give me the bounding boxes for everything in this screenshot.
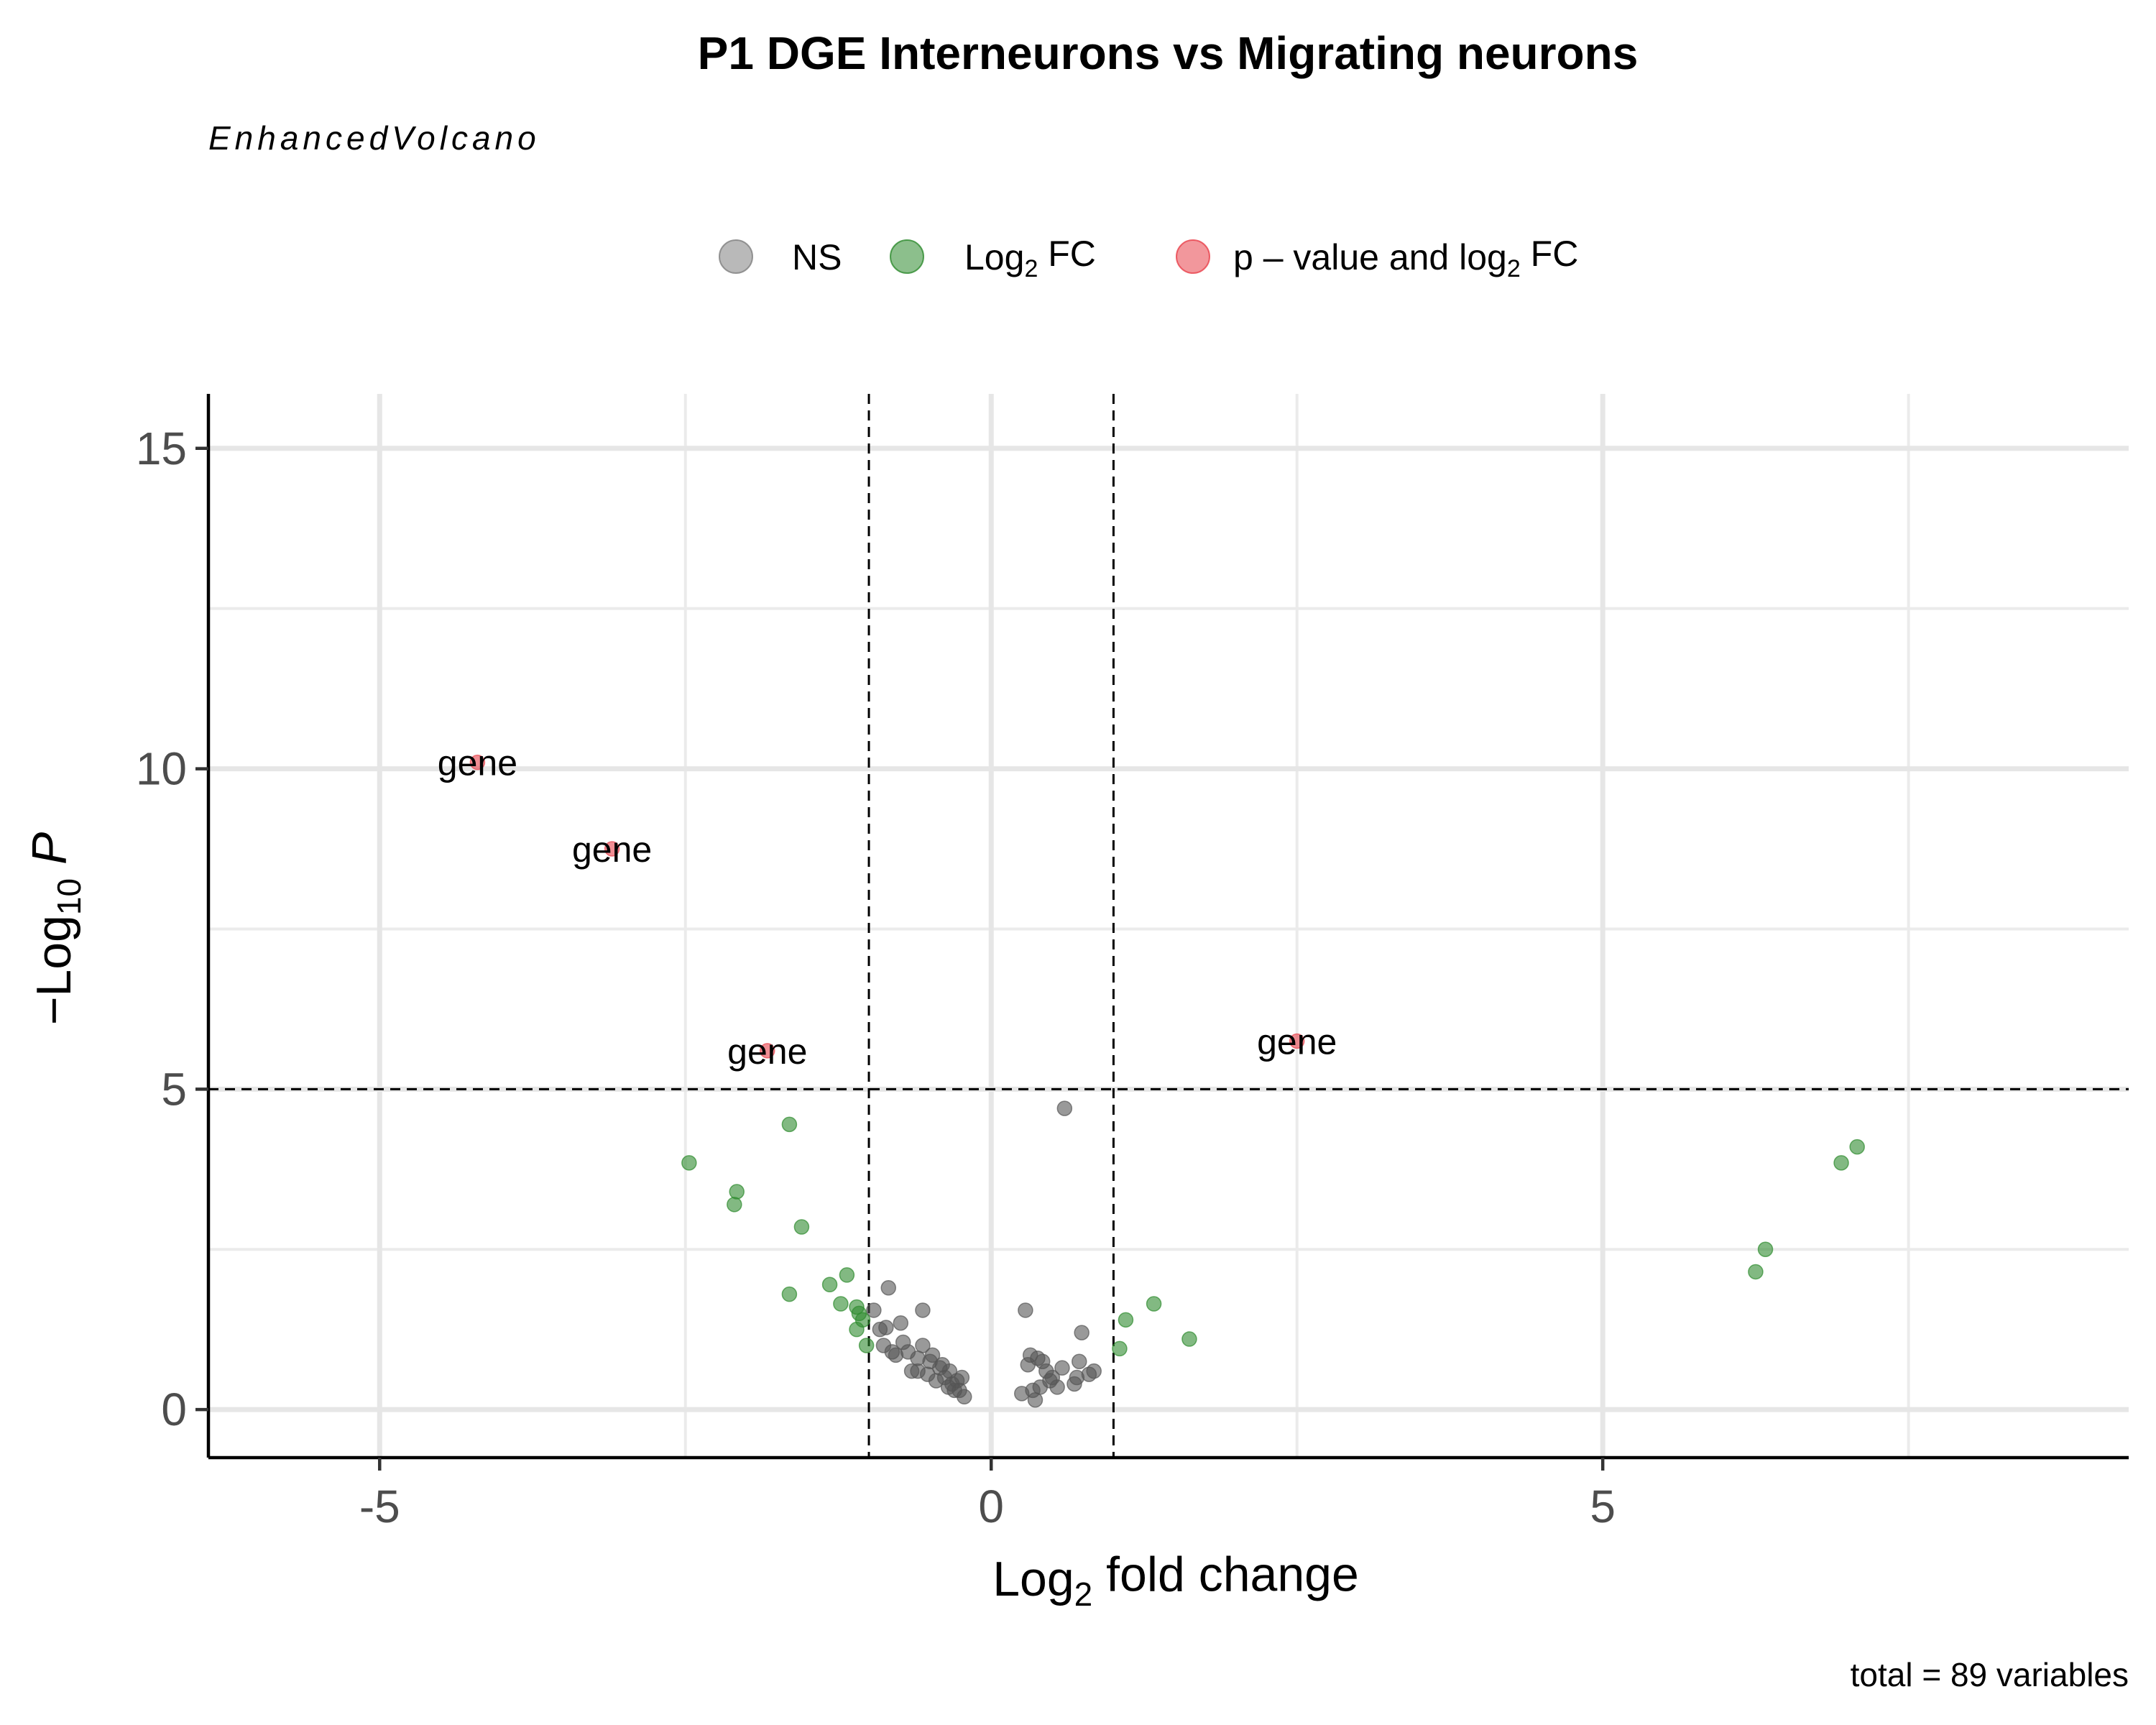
data-point-ns <box>957 1389 972 1405</box>
data-point-fc <box>858 1338 875 1353</box>
data-point-fc <box>833 1296 849 1312</box>
data-point-ns <box>1074 1325 1089 1340</box>
x-axis-title: Log2 fold change <box>992 1547 1359 1612</box>
chart-caption: total = 89 variables <box>1851 1656 2129 1693</box>
data-point-fc <box>1112 1340 1128 1357</box>
data-point-fc <box>1757 1241 1774 1257</box>
data-point-ns <box>1086 1363 1102 1379</box>
data-point-both <box>760 1043 775 1059</box>
data-point-ns <box>866 1302 882 1318</box>
x-tick-label: -5 <box>359 1481 400 1532</box>
data-point-ns <box>878 1320 894 1335</box>
legend-label-ns: NS <box>792 237 842 277</box>
data-point-ns <box>893 1315 909 1331</box>
legend-label-fc: Log2 FC <box>964 234 1096 282</box>
point-labels: gene gene gene gene <box>438 743 1337 1072</box>
data-point-ns <box>924 1347 941 1363</box>
data-point-both <box>469 754 486 770</box>
plot-axes: -5 0 5 0 5 10 15 <box>136 394 2129 1532</box>
plot-gridlines <box>208 394 2129 1458</box>
gene-label: gene <box>572 829 652 870</box>
data-point-fc <box>821 1276 838 1293</box>
data-point-fc <box>1146 1296 1162 1312</box>
data-point-ns <box>1054 1360 1070 1376</box>
chart-subtitle: EnhancedVolcano <box>208 119 540 157</box>
data-point-ns <box>880 1279 897 1296</box>
data-point-ns <box>1018 1302 1033 1318</box>
chart-legend: NS Log2 FC p – value and log2 FC <box>719 234 1578 282</box>
data-point-ns <box>954 1369 970 1386</box>
gene-label: gene <box>727 1031 807 1072</box>
data-point-ns <box>1072 1353 1087 1370</box>
data-point-fc <box>839 1267 855 1283</box>
data-point-fc <box>1833 1155 1849 1171</box>
y-axis-title: −Log10 P <box>22 832 87 1026</box>
data-point-ns <box>915 1338 931 1353</box>
data-point-fc <box>727 1197 742 1213</box>
data-point-ns <box>915 1302 931 1318</box>
data-point-both <box>604 841 620 857</box>
gene-label: gene <box>438 743 517 783</box>
cutoff-lines <box>208 394 2129 1458</box>
y-tick-label: 15 <box>136 423 187 474</box>
y-tick-label: 0 <box>161 1384 187 1435</box>
data-point-fc <box>729 1184 745 1200</box>
data-point-fc <box>1849 1138 1865 1155</box>
data-point-fc <box>1118 1312 1134 1328</box>
data-point-fc <box>781 1286 798 1302</box>
gene-label: gene <box>1257 1021 1337 1062</box>
data-point-fc <box>1181 1331 1197 1347</box>
data-point-fc <box>1748 1264 1764 1280</box>
legend-key-fc <box>890 239 924 274</box>
y-tick-label: 5 <box>161 1063 187 1115</box>
legend-label-both: p – value and log2 FC <box>1233 234 1578 282</box>
data-point-fc <box>793 1219 810 1235</box>
legend-key-both <box>1176 239 1210 274</box>
data-points <box>469 754 1865 1408</box>
data-point-ns <box>1027 1392 1044 1408</box>
y-tick-label: 10 <box>136 743 187 795</box>
chart-title: P1 DGE Interneurons vs Migrating neurons <box>698 27 1639 79</box>
data-point-both <box>1289 1033 1305 1049</box>
legend-key-ns <box>719 239 753 274</box>
data-point-ns <box>1049 1379 1065 1395</box>
data-point-ns <box>1056 1100 1073 1116</box>
data-point-fc <box>781 1116 798 1133</box>
data-point-fc <box>849 1321 865 1338</box>
data-point-fc <box>681 1155 697 1171</box>
x-tick-label: 0 <box>978 1481 1004 1532</box>
x-tick-label: 5 <box>1590 1481 1616 1532</box>
